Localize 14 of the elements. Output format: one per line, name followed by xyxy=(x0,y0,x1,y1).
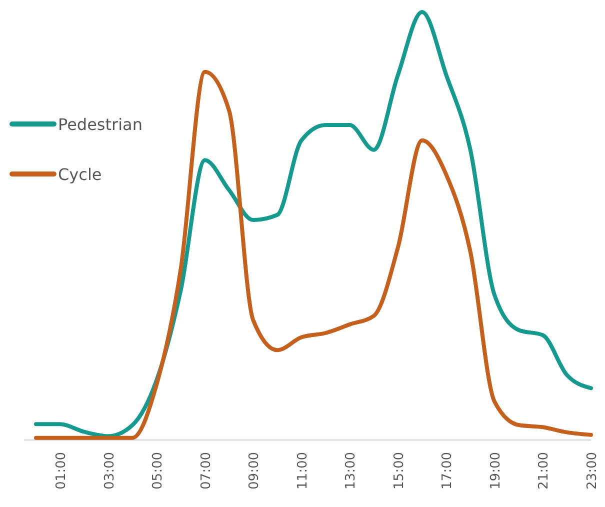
legend-label: Cycle xyxy=(58,165,102,184)
x-tick-label: 17:00 xyxy=(440,452,456,490)
x-tick-label: 15:00 xyxy=(392,452,407,490)
x-tick-label: 21:00 xyxy=(536,452,552,490)
legend-label: Pedestrian xyxy=(58,115,142,134)
x-tick-label: 01:00 xyxy=(54,452,70,490)
x-tick-label: 03:00 xyxy=(102,452,118,490)
x-tick-label: 05:00 xyxy=(150,452,166,490)
x-tick-label: 07:00 xyxy=(198,452,214,490)
x-tick-label: 19:00 xyxy=(488,452,504,490)
x-tick-label: 11:00 xyxy=(295,452,310,490)
x-tick-label: 09:00 xyxy=(247,452,262,490)
x-tick-label: 13:00 xyxy=(344,452,359,490)
x-tick-label: 23:00 xyxy=(585,452,600,490)
